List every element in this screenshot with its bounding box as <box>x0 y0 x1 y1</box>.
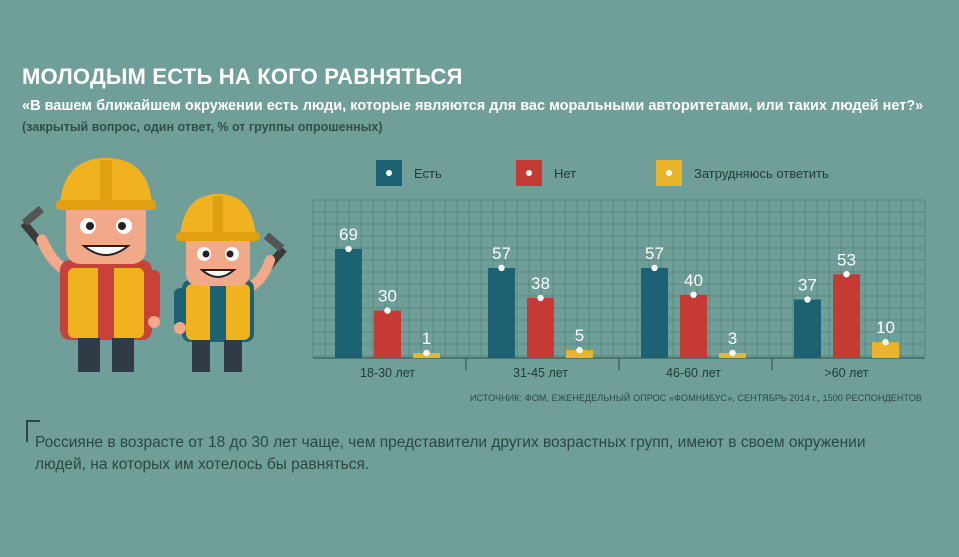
bar-dot <box>498 264 505 272</box>
bar-dot <box>804 296 811 303</box>
bar <box>641 267 668 358</box>
legend-swatch <box>376 160 402 186</box>
data-label: 53 <box>837 250 856 269</box>
workers-illustration <box>20 158 287 372</box>
source-note: ИСТОЧНИК: ФОМ, ЕЖЕНЕДЕЛЬНЫЙ ОПРОС «ФОМНИ… <box>470 393 922 403</box>
worker-right <box>174 194 287 372</box>
bar-dot <box>729 349 736 357</box>
bar-dot <box>423 349 430 357</box>
data-label: 38 <box>531 274 550 293</box>
x-tick-label: 31-45 лет <box>513 366 568 380</box>
bar <box>794 299 821 358</box>
data-label: 57 <box>492 244 511 263</box>
legend-item-hard: Затрудняюсь ответить <box>656 160 829 186</box>
legend-item-est: Есть <box>376 160 442 186</box>
legend-swatch <box>656 160 682 186</box>
x-tick-label: 46-60 лет <box>666 366 721 380</box>
bar <box>488 267 515 358</box>
legend-label: Нет <box>554 165 577 181</box>
legend-item-net: Нет <box>516 160 576 186</box>
bar <box>680 294 707 358</box>
bar-dot <box>345 245 352 253</box>
legend-label: Затрудняюсь ответить <box>694 165 829 181</box>
bar <box>335 248 362 358</box>
data-label: 37 <box>798 276 817 295</box>
data-label: 3 <box>728 329 737 348</box>
question-text: «В вашем ближайшем окружении есть люди, … <box>22 98 924 114</box>
page-title: МОЛОДЫМ ЕСТЬ НА КОГО РАВНЯТЬСЯ <box>22 64 463 89</box>
bar-dot <box>384 307 391 314</box>
legend-label: Есть <box>414 165 442 181</box>
x-tick-label: 18-30 лет <box>360 366 415 380</box>
bar <box>872 342 899 358</box>
bar <box>833 274 860 358</box>
bar-dot <box>537 294 544 302</box>
conclusion-text: Россияне в возрасте от 18 до 30 лет чаще… <box>35 434 866 473</box>
question-note: (закрытый вопрос, один ответ, % от групп… <box>22 120 383 134</box>
bar <box>374 310 401 358</box>
survey-question: «В вашем ближайшем окружении есть люди, … <box>22 96 932 138</box>
data-label: 69 <box>339 225 358 244</box>
bar-chart: 69 30 1 18-30 лет 57 38 5 31-45 лет 57 40 3 46-60 л… <box>312 199 926 380</box>
data-label: 30 <box>378 287 397 306</box>
x-tick-label: >60 лет <box>824 366 869 380</box>
bar-dot <box>843 271 850 278</box>
quote-bracket <box>26 420 40 442</box>
legend-swatch <box>516 160 542 186</box>
data-label: 1 <box>422 329 431 348</box>
data-label: 10 <box>876 318 895 337</box>
data-label: 40 <box>684 271 703 290</box>
bar-dot <box>576 346 583 354</box>
bar <box>527 297 554 358</box>
data-label: 57 <box>645 244 664 263</box>
bar-dot <box>651 264 658 272</box>
bar-dot <box>690 291 697 298</box>
bar <box>566 350 593 358</box>
worker-left <box>20 158 160 372</box>
bar-dot <box>882 339 889 346</box>
data-label: 5 <box>575 326 584 345</box>
